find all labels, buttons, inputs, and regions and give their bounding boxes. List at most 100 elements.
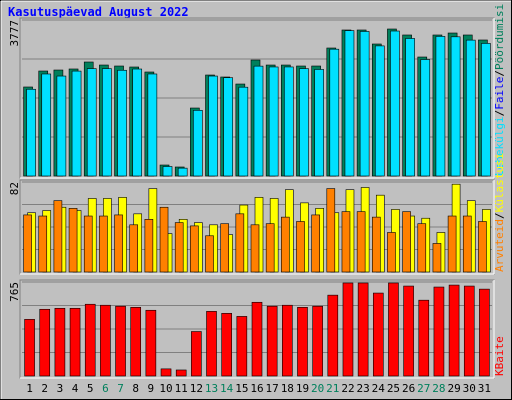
bar	[420, 59, 431, 177]
bar	[191, 331, 202, 377]
bar	[326, 188, 336, 273]
x-tick-label: 3	[57, 382, 64, 395]
legend-separator: /	[493, 110, 506, 117]
bar	[117, 69, 127, 177]
x-tick-label: 20	[311, 382, 324, 395]
bar	[314, 69, 324, 177]
bar	[102, 68, 112, 177]
bar	[402, 211, 411, 273]
bar	[418, 299, 430, 377]
bar	[251, 301, 263, 377]
legend: Arvuteid/Külastusi	[493, 153, 506, 272]
bar	[174, 222, 184, 273]
x-tick-label: 13	[205, 382, 218, 395]
bar	[41, 73, 52, 177]
x-tick-label: 2	[41, 382, 48, 395]
legend: Lehekülgi/Faile/Pöördumisi	[493, 4, 506, 176]
bar	[327, 294, 339, 377]
bar	[115, 305, 126, 377]
bar	[84, 303, 96, 377]
x-tick-label: 18	[281, 382, 294, 395]
legend-entry: Arvuteid	[493, 219, 506, 272]
bar	[405, 38, 415, 177]
bar	[432, 243, 442, 273]
bar	[38, 215, 48, 273]
bar	[447, 215, 457, 273]
bar	[417, 223, 427, 273]
bar	[220, 223, 229, 273]
x-tick-label: 12	[190, 382, 203, 395]
bar	[24, 319, 35, 377]
bar	[253, 65, 264, 177]
x-tick-label: 29	[447, 382, 460, 395]
bar	[359, 31, 370, 177]
bar	[71, 70, 82, 177]
bar	[341, 211, 351, 273]
bar	[478, 221, 487, 273]
bar	[266, 305, 278, 377]
bar	[371, 216, 381, 273]
chart-title: Kasutuspäevad August 2022	[8, 5, 189, 19]
bar	[238, 86, 249, 177]
x-tick-label: 28	[432, 382, 445, 395]
x-tick-label: 25	[387, 382, 400, 395]
bar	[206, 311, 217, 377]
x-tick-label: 8	[132, 382, 139, 395]
bar	[99, 215, 108, 273]
x-tick-label: 11	[175, 382, 188, 395]
legend-entry: Pöördumisi	[493, 4, 506, 70]
bar	[297, 307, 308, 377]
x-tick-label: 31	[478, 382, 491, 395]
bar	[433, 286, 445, 377]
bar	[435, 36, 446, 177]
x-tick-label: 1	[26, 382, 33, 395]
bar	[299, 68, 309, 177]
x-tick-label: 24	[372, 382, 386, 395]
bar	[114, 214, 123, 273]
bar	[162, 166, 173, 177]
bar	[193, 110, 203, 177]
bar	[463, 285, 475, 377]
bar	[374, 45, 385, 177]
bar	[284, 66, 294, 177]
bar	[281, 216, 290, 273]
x-tick-label: 23	[357, 382, 370, 395]
bar	[208, 75, 218, 177]
x-tick-label: 6	[102, 382, 109, 395]
bar	[403, 285, 414, 377]
legend-separator: /	[493, 70, 506, 77]
bar	[387, 232, 396, 273]
bar	[68, 208, 78, 273]
bar	[448, 284, 460, 377]
x-tick-label: 14	[220, 382, 234, 395]
bar	[69, 307, 81, 377]
bar	[130, 307, 142, 377]
bar	[145, 309, 157, 377]
bar	[356, 211, 366, 273]
x-tick-label: 4	[72, 382, 79, 395]
bar	[342, 282, 354, 377]
bar	[223, 77, 233, 177]
bar	[268, 66, 279, 177]
bar	[462, 215, 472, 273]
bar	[53, 200, 63, 273]
bar	[54, 307, 66, 377]
legend-entry: Lehekülgi	[493, 116, 506, 176]
x-tick-label: 7	[117, 382, 124, 395]
x-tick-label: 15	[235, 382, 248, 395]
legend-separator: /	[493, 212, 506, 219]
bar	[479, 288, 490, 377]
x-tick-label: 26	[402, 382, 415, 395]
bar	[26, 88, 36, 177]
bar	[236, 316, 248, 377]
bar	[100, 304, 111, 377]
bar	[56, 75, 67, 177]
legend: KBaite	[493, 336, 506, 376]
x-tick-label: 10	[159, 382, 172, 395]
bar	[265, 223, 275, 273]
bar	[190, 225, 199, 273]
x-tick-label: 22	[341, 382, 354, 395]
x-tick-label: 5	[87, 382, 94, 395]
x-tick-label: 30	[463, 382, 476, 395]
